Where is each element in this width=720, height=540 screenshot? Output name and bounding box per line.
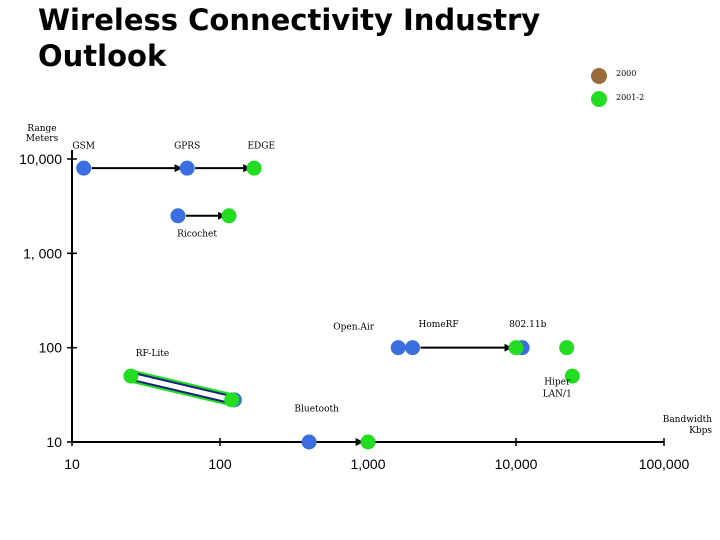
x-axis-title-text: Bandwidth Kbps [662,415,712,436]
tick-labels: 10 100 1,000 10,000 100,000 10 100 1, 000 10,000 [19,151,689,472]
y-axis-title-text: Range Meters [25,124,59,144]
x-tick-label: 10 [64,456,80,472]
title-line-1: Wireless Connectivity Industry [38,3,541,37]
annotation-label: Bluetooth [294,405,339,415]
y-tick-label: 10,000 [19,151,62,167]
x-tick-label: 10,000 [495,456,538,472]
annotation-label: EDGE [247,141,275,151]
annotation-label: 802.11b [509,320,546,330]
point-2001-2 [360,434,376,450]
axes [71,150,664,443]
point-2000 [76,160,92,176]
ticks [67,158,665,446]
points [76,160,580,450]
annotation-label: GPRS [174,141,200,151]
x-axis-title: Bandwidth Kbps [660,415,712,437]
annotations: GSM GPRS EDGE Ricochet Open.Air HomeRF 802.11b… [72,141,571,414]
point-2001-2 [123,368,139,384]
point-2001-2 [221,208,237,224]
x-tick-label: 100 [208,456,232,472]
point-2000 [179,160,195,176]
title-line-2: Outlook [38,39,167,73]
annotation-label: LAN/1 [543,390,572,400]
x-tick-label: 100,000 [639,456,690,472]
annotation-label: HomeRF [419,320,459,330]
x-tick-label: 1,000 [350,456,385,472]
point-2000 [390,340,406,356]
arrows [91,164,513,446]
point-2001-2 [246,160,262,176]
slide-title: Wireless Connectivity Industry Outlook [38,2,598,74]
annotation-label: Open.Air [333,323,375,333]
annotation-label: RF-Lite [136,349,169,359]
legend-label-2001-2: 2001-2 [616,93,645,102]
point-2000 [301,434,317,450]
y-tick-label: 100 [39,340,63,356]
legend-swatch-2000 [591,68,607,84]
y-tick-label: 1, 000 [23,245,62,261]
legend-label-2000: 2000 [616,69,637,78]
point-2001-2 [564,368,580,384]
rf-lite-band-inner [128,373,235,403]
annotation-label: Ricochet [177,230,217,240]
y-tick-label: 10 [46,434,62,450]
point-2000 [405,340,421,356]
point-2000 [170,208,186,224]
point-2001-2 [559,340,575,356]
y-axis-title: Range Meters [22,124,62,144]
links [124,369,239,407]
point-2001-2 [508,340,524,356]
annotation-label: GSM [72,141,95,151]
point-2001-2 [224,392,240,408]
annotation-label: Hiper [544,378,571,388]
legend-swatch-2001-2 [591,91,607,107]
